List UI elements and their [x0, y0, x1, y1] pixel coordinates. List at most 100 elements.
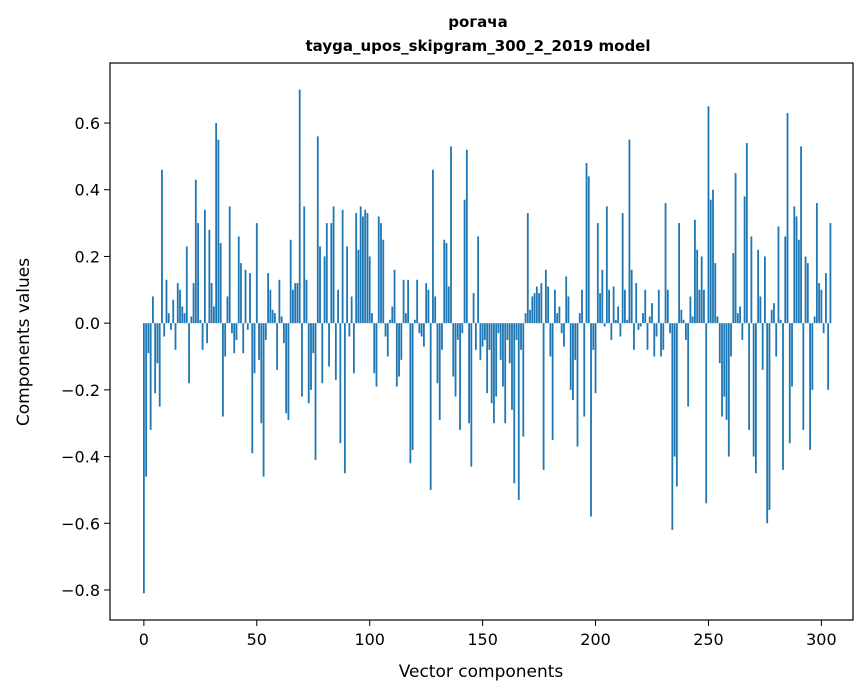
bar-54: [264, 323, 267, 340]
x-tick-label: 150: [467, 630, 498, 649]
bar-70: [301, 323, 303, 397]
bar-6: [156, 323, 159, 364]
bar-22: [192, 283, 195, 324]
bar-198: [590, 323, 592, 517]
bar-63: [285, 323, 288, 414]
bar-177: [542, 323, 545, 470]
bar-71: [303, 206, 306, 324]
x-tick-label: 300: [806, 630, 837, 649]
bar-102: [373, 323, 376, 374]
bar-293: [804, 256, 807, 324]
bar-226: [653, 323, 656, 357]
bar-132: [441, 323, 443, 350]
chart-subtitle: tayga_upos_skipgram_300_2_2019 model: [306, 37, 651, 55]
bar-41: [235, 323, 238, 340]
bar-61: [280, 316, 283, 324]
bar-83: [330, 223, 333, 324]
bar-300: [820, 289, 823, 324]
bar-197: [587, 176, 590, 324]
bar-35: [222, 323, 224, 417]
bar-99: [366, 213, 369, 324]
bar-129: [434, 296, 437, 324]
bar-248: [703, 289, 705, 324]
bar-253: [714, 263, 717, 324]
bar-135: [447, 286, 450, 324]
bar-0: [142, 323, 145, 594]
bar-123: [420, 323, 423, 337]
bar-244: [694, 219, 696, 324]
bar-205: [605, 206, 608, 324]
bar-243: [691, 316, 694, 324]
bar-92: [350, 296, 353, 324]
bar-228: [657, 289, 660, 324]
bar-44: [242, 323, 245, 354]
bar-199: [592, 323, 595, 350]
bar-134: [445, 243, 448, 324]
bar-36: [224, 323, 227, 357]
bar-18: [183, 313, 186, 324]
bar-78: [319, 246, 321, 324]
bar-58: [273, 313, 276, 324]
bar-139: [456, 323, 459, 340]
bar-119: [411, 323, 414, 450]
bar-55: [267, 273, 269, 324]
bar-9: [163, 323, 166, 337]
bar-236: [675, 323, 678, 487]
bar-68: [296, 283, 299, 324]
bar-98: [364, 209, 367, 324]
bar-273: [759, 296, 762, 324]
bar-251: [709, 199, 712, 324]
bar-56: [269, 289, 272, 324]
bar-195: [583, 323, 586, 417]
bar-216: [630, 269, 633, 324]
y-axis-ticks: −0.8 −0.6 −0.4 −0.2 0.0 0.2 0.4 0.6: [61, 114, 110, 600]
bars-group: [142, 89, 832, 594]
bar-159: [502, 323, 504, 387]
bar-94: [355, 213, 358, 324]
bar-76: [314, 323, 317, 460]
bar-115: [402, 279, 405, 324]
bar-276: [766, 323, 769, 524]
bar-110: [391, 306, 394, 324]
bar-77: [316, 136, 319, 324]
bar-250: [707, 106, 710, 324]
bar-192: [576, 323, 579, 447]
bar-62: [282, 323, 285, 344]
bar-160: [504, 323, 507, 424]
bar-86: [337, 289, 339, 324]
bar-65: [289, 239, 292, 324]
bar-231: [664, 203, 667, 324]
bar-5: [154, 323, 157, 394]
bar-259: [727, 323, 730, 457]
bar-285: [786, 113, 789, 324]
bar-146: [472, 293, 475, 324]
bar-145: [470, 323, 473, 467]
bar-281: [777, 226, 780, 324]
bar-246: [698, 289, 701, 324]
bar-274: [761, 323, 764, 370]
bar-287: [791, 323, 793, 387]
bar-154: [490, 323, 493, 404]
bar-215: [628, 139, 631, 324]
bar-32: [215, 123, 218, 324]
bar-33: [217, 139, 220, 324]
bar-278: [770, 309, 773, 324]
bar-254: [716, 316, 719, 324]
bar-28: [206, 323, 209, 344]
bar-105: [380, 223, 382, 324]
bar-8: [161, 169, 163, 324]
bar-284: [784, 236, 787, 324]
bar-229: [660, 323, 662, 357]
bar-237: [678, 223, 681, 324]
bar-295: [809, 323, 811, 450]
bar-194: [581, 289, 583, 324]
bar-57: [271, 309, 274, 324]
bar-120: [413, 319, 416, 324]
bar-85: [334, 323, 337, 380]
bar-289: [795, 216, 798, 324]
bar-187: [565, 276, 568, 324]
bar-196: [585, 163, 588, 324]
bar-40: [233, 323, 236, 354]
bar-19: [185, 246, 188, 324]
